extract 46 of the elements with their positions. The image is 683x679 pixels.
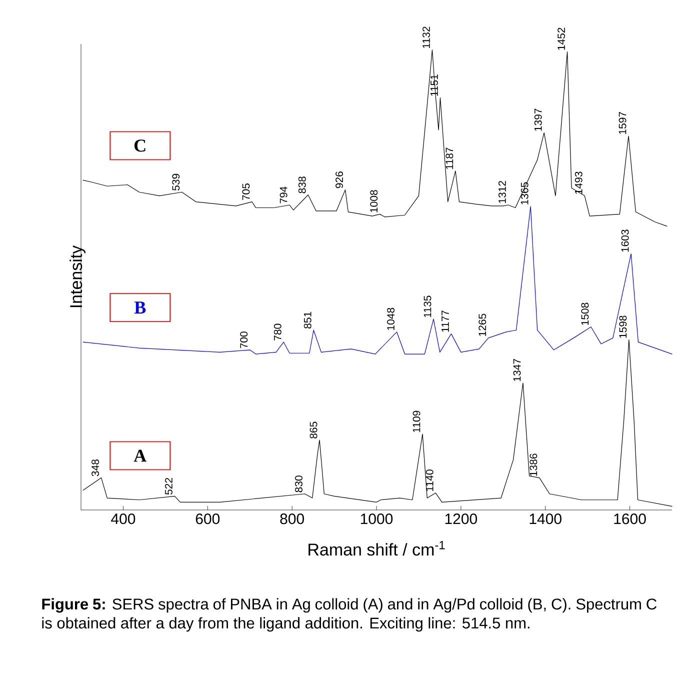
annotation: 1603: [621, 230, 629, 252]
annotation: 851: [304, 312, 312, 328]
annotation: 700: [240, 332, 248, 348]
annotation: 1493: [574, 172, 582, 194]
annotation: 1598: [619, 316, 627, 338]
annotation: 1187: [446, 148, 454, 169]
annotation: 1365: [520, 182, 528, 204]
text: Figure 5: SERS spectra of PNBA in Ag colloid (A) and in Ag/Pd colloid (B, C). Spectrum C is obtained after a day from the ligand addition. Exciting line: 514.5 nm.: [42, 598, 657, 632]
x-tick-label: 400: [111, 514, 136, 524]
annotation: 1508: [581, 302, 589, 325]
x-tick-label: 800: [280, 514, 304, 524]
x-tick-label: 1600: [614, 514, 646, 524]
annotation: 865: [310, 422, 318, 438]
annotation: 1397: [534, 108, 542, 131]
annotation: 1312: [498, 180, 506, 203]
x-axis-title: Raman shift / cm$^{-1}$: [308, 541, 445, 556]
x-tick-label: 1400: [530, 514, 562, 524]
x-tick-label: 1200: [445, 514, 478, 524]
annotation: 1008: [370, 190, 378, 212]
x-tick-label: 1000: [360, 514, 393, 524]
annotation: 1177: [442, 310, 449, 332]
annotation: 838: [298, 176, 306, 194]
text: A: [134, 450, 146, 462]
annotation: 830: [295, 476, 302, 492]
annotation: 705: [242, 184, 250, 200]
annotation: 794: [280, 186, 288, 204]
annotation: 1132: [422, 26, 430, 48]
series-label: C: [134, 140, 146, 152]
annotation: 1347: [513, 359, 521, 382]
annotation: 1452: [558, 28, 566, 50]
annotation: 1140: [426, 470, 434, 491]
annotation: 780: [274, 324, 282, 340]
annotation: 348: [92, 460, 99, 476]
annotation: 539: [172, 174, 180, 190]
annotation: 1151: [430, 74, 438, 96]
series-label: B: [134, 302, 146, 314]
annotation: 926: [336, 172, 343, 188]
annotation: 522: [165, 478, 172, 495]
annotation: 1109: [412, 410, 420, 432]
annotation: 1135: [424, 296, 432, 318]
x-tick-label: 600: [196, 514, 220, 524]
annotation: 1386: [530, 454, 538, 476]
y-axis-title: Intensity: [70, 245, 86, 308]
annotation: 1265: [478, 314, 486, 336]
annotation: 1597: [618, 112, 626, 134]
annotation: 1048: [387, 308, 394, 330]
